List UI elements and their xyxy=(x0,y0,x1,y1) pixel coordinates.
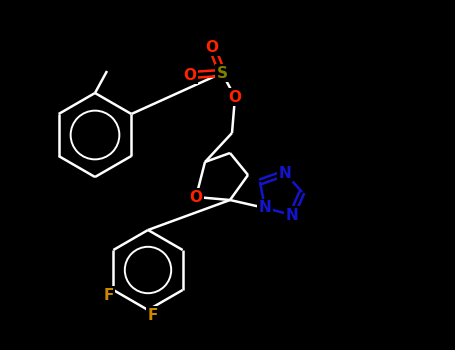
Text: O: O xyxy=(228,90,242,105)
Text: S: S xyxy=(217,65,228,80)
Text: O: O xyxy=(183,68,197,83)
Text: F: F xyxy=(103,287,114,302)
Text: F: F xyxy=(148,308,158,322)
Text: O: O xyxy=(189,189,202,204)
Text: N: N xyxy=(258,201,271,216)
Text: N: N xyxy=(286,208,298,223)
Text: N: N xyxy=(278,166,291,181)
Text: O: O xyxy=(206,40,218,55)
